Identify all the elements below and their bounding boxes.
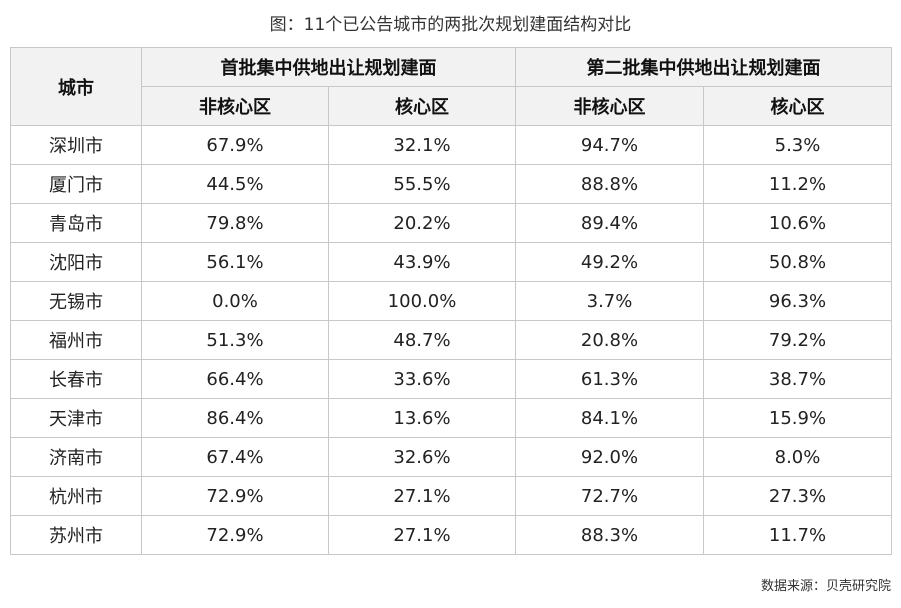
header-city: 城市 bbox=[10, 47, 142, 126]
cell-batch1-noncore: 0.0% bbox=[141, 281, 329, 321]
header-batch2-noncore: 非核心区 bbox=[515, 86, 704, 126]
cell-batch1-core: 20.2% bbox=[328, 203, 516, 243]
cell-batch2-noncore: 20.8% bbox=[515, 320, 704, 360]
cell-batch2-noncore: 61.3% bbox=[515, 359, 704, 399]
cell-batch2-noncore: 3.7% bbox=[515, 281, 704, 321]
cell-batch1-noncore: 51.3% bbox=[141, 320, 329, 360]
cell-city: 苏州市 bbox=[10, 515, 142, 555]
cell-batch2-core: 10.6% bbox=[703, 203, 892, 243]
cell-batch2-noncore: 88.8% bbox=[515, 164, 704, 204]
cell-batch1-noncore: 67.9% bbox=[141, 125, 329, 165]
header-group-batch1: 首批集中供地出让规划建面 bbox=[141, 47, 516, 87]
table-row: 苏州市 72.9% 27.1% 88.3% 11.7% bbox=[10, 515, 892, 555]
header-batch1-noncore: 非核心区 bbox=[141, 86, 329, 126]
header-group-batch2: 第二批集中供地出让规划建面 bbox=[515, 47, 892, 87]
table-body: 深圳市 67.9% 32.1% 94.7% 5.3% 厦门市 44.5% 55.5% 88.8%… bbox=[10, 125, 892, 555]
table-row: 青岛市 79.8% 20.2% 89.4% 10.6% bbox=[10, 203, 892, 243]
header-row-subs: 非核心区 核心区 非核心区 核心区 bbox=[11, 86, 892, 126]
header-row-groups: 城市 首批集中供地出让规划建面 第二批集中供地出让规划建面 bbox=[10, 47, 892, 126]
table-row: 深圳市 67.9% 32.1% 94.7% 5.3% bbox=[10, 125, 892, 165]
cell-batch2-core: 5.3% bbox=[703, 125, 892, 165]
cell-city: 厦门市 bbox=[10, 164, 142, 204]
source-note: 数据来源：贝壳研究院 bbox=[760, 579, 891, 594]
cell-city: 济南市 bbox=[10, 437, 142, 477]
cell-batch2-noncore: 72.7% bbox=[515, 476, 704, 516]
cell-batch2-core: 11.7% bbox=[703, 515, 892, 555]
cell-city: 沈阳市 bbox=[10, 242, 142, 282]
table-row: 沈阳市 56.1% 43.9% 49.2% 50.8% bbox=[10, 242, 892, 282]
cell-city: 长春市 bbox=[10, 359, 142, 399]
cell-batch1-core: 13.6% bbox=[328, 398, 516, 438]
cell-batch2-core: 79.2% bbox=[703, 320, 892, 360]
table-caption: 图：11个已公告城市的两批次规划建面结构对比 bbox=[269, 15, 632, 35]
header-batch2-core: 核心区 bbox=[703, 86, 892, 126]
cell-batch1-core: 43.9% bbox=[328, 242, 516, 282]
cell-batch2-core: 8.0% bbox=[703, 437, 892, 477]
cell-batch2-noncore: 49.2% bbox=[515, 242, 704, 282]
table-row: 厦门市 44.5% 55.5% 88.8% 11.2% bbox=[10, 164, 892, 204]
cell-batch2-core: 27.3% bbox=[703, 476, 892, 516]
cell-city: 深圳市 bbox=[10, 125, 142, 165]
cell-batch2-noncore: 92.0% bbox=[515, 437, 704, 477]
table-row: 济南市 67.4% 32.6% 92.0% 8.0% bbox=[10, 437, 892, 477]
cell-batch1-noncore: 72.9% bbox=[141, 515, 329, 555]
cell-batch1-core: 27.1% bbox=[328, 515, 516, 555]
cell-batch1-core: 32.6% bbox=[328, 437, 516, 477]
cell-batch1-noncore: 56.1% bbox=[141, 242, 329, 282]
cell-batch2-noncore: 89.4% bbox=[515, 203, 704, 243]
cell-batch1-noncore: 86.4% bbox=[141, 398, 329, 438]
cell-city: 天津市 bbox=[10, 398, 142, 438]
table-row: 杭州市 72.9% 27.1% 72.7% 27.3% bbox=[10, 476, 892, 516]
cell-city: 福州市 bbox=[10, 320, 142, 360]
cell-batch2-core: 50.8% bbox=[703, 242, 892, 282]
cell-batch2-core: 96.3% bbox=[703, 281, 892, 321]
cell-batch1-noncore: 67.4% bbox=[141, 437, 329, 477]
table-row: 天津市 86.4% 13.6% 84.1% 15.9% bbox=[10, 398, 892, 438]
cell-batch2-noncore: 94.7% bbox=[515, 125, 704, 165]
cell-batch1-noncore: 72.9% bbox=[141, 476, 329, 516]
cell-batch1-noncore: 79.8% bbox=[141, 203, 329, 243]
comparison-table: 城市 首批集中供地出让规划建面 第二批集中供地出让规划建面 非核心区 核心区 非… bbox=[10, 47, 892, 555]
cell-batch1-core: 33.6% bbox=[328, 359, 516, 399]
cell-batch2-noncore: 88.3% bbox=[515, 515, 704, 555]
table-row: 无锡市 0.0% 100.0% 3.7% 96.3% bbox=[10, 281, 892, 321]
cell-batch1-core: 100.0% bbox=[328, 281, 516, 321]
cell-city: 杭州市 bbox=[10, 476, 142, 516]
header-batch1-core: 核心区 bbox=[328, 86, 516, 126]
cell-batch2-noncore: 84.1% bbox=[515, 398, 704, 438]
cell-batch2-core: 15.9% bbox=[703, 398, 892, 438]
cell-city: 无锡市 bbox=[10, 281, 142, 321]
cell-batch1-core: 32.1% bbox=[328, 125, 516, 165]
cell-batch2-core: 38.7% bbox=[703, 359, 892, 399]
cell-batch1-core: 48.7% bbox=[328, 320, 516, 360]
cell-batch1-noncore: 44.5% bbox=[141, 164, 329, 204]
cell-batch2-core: 11.2% bbox=[703, 164, 892, 204]
table-row: 福州市 51.3% 48.7% 20.8% 79.2% bbox=[10, 320, 892, 360]
cell-batch1-core: 27.1% bbox=[328, 476, 516, 516]
cell-city: 青岛市 bbox=[10, 203, 142, 243]
table-row: 长春市 66.4% 33.6% 61.3% 38.7% bbox=[10, 359, 892, 399]
cell-batch1-noncore: 66.4% bbox=[141, 359, 329, 399]
cell-batch1-core: 55.5% bbox=[328, 164, 516, 204]
